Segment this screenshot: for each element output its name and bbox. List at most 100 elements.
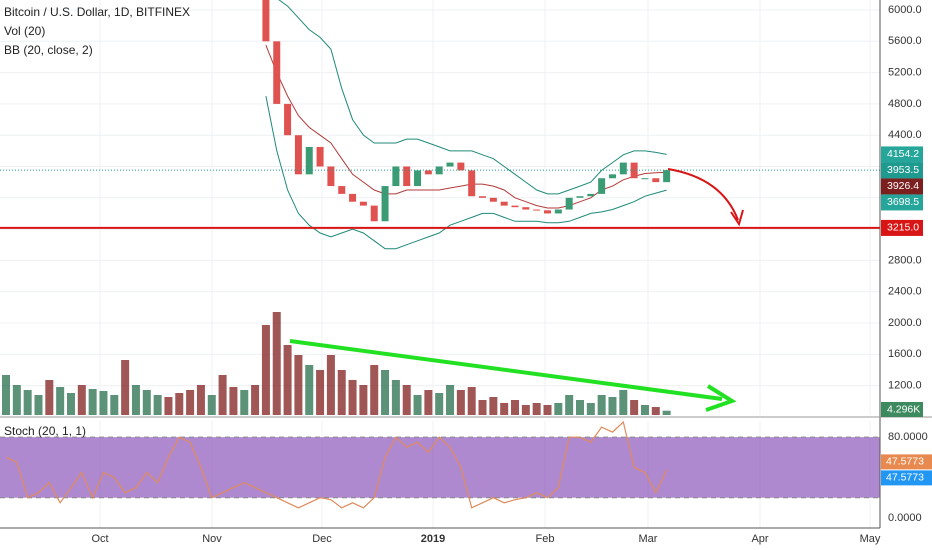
price-tag (881, 219, 923, 236)
volume-bar (12, 385, 21, 415)
volume-bar (489, 397, 498, 415)
candle (414, 170, 422, 187)
volume-bar (196, 385, 205, 415)
stoch-tag (881, 470, 932, 486)
candle (468, 170, 476, 197)
volume-bar (34, 395, 43, 415)
volume-bar (229, 387, 238, 415)
stoch-legend: Stoch (20, 1, 1) (4, 424, 86, 438)
candle (641, 178, 649, 180)
volume-bar (435, 393, 444, 415)
candle (544, 210, 551, 214)
volume-bar (511, 400, 520, 415)
candle (424, 170, 432, 175)
volume-bar (521, 405, 530, 415)
volume-bar (662, 410, 671, 415)
price-tag (881, 162, 923, 179)
x-tick-label: Feb (536, 533, 555, 545)
axes: 1200.01600.02000.02400.02800.03200.03600… (91, 4, 932, 545)
price-tag-label: 4154.2 (887, 148, 919, 160)
volume-bar (305, 365, 314, 415)
candle (663, 170, 671, 183)
volume-bar (77, 385, 86, 415)
candle (554, 209, 562, 214)
volume-bar (2, 375, 10, 415)
y-tick-label: 5200.0 (888, 67, 922, 79)
volume-bar (640, 405, 649, 415)
candle (479, 196, 487, 198)
candle (457, 162, 465, 171)
volume-bar (121, 360, 130, 415)
candle (262, 0, 270, 42)
volume-bar (597, 395, 606, 415)
volume-bar (359, 385, 368, 415)
volume-bar (316, 370, 325, 415)
volume-bar (88, 389, 97, 415)
volume-bar (565, 395, 574, 415)
candle (284, 103, 292, 136)
price-tag-label: 3926.4 (887, 180, 919, 192)
volume-bar (575, 400, 584, 415)
candle (435, 166, 443, 175)
volume-bar (218, 375, 227, 415)
y-tick-label: 4400.0 (888, 129, 922, 141)
volume-bar (586, 403, 595, 415)
candle (370, 205, 378, 222)
down-arrow-head (730, 209, 744, 227)
candle (273, 41, 281, 104)
candle (565, 197, 573, 210)
stoch-tick-label: 80.0000 (888, 431, 928, 443)
candle (652, 178, 660, 183)
volume-bar (554, 403, 563, 415)
candle (587, 193, 595, 197)
trend-line (289, 339, 723, 401)
candle (403, 166, 411, 187)
volume-bar (110, 395, 119, 415)
candle (381, 186, 389, 222)
volume-bar (283, 345, 292, 415)
volume-bar (456, 390, 465, 415)
volume-bar (391, 380, 400, 415)
candle (338, 186, 346, 194)
price-tag-label: 3698.5 (887, 196, 919, 208)
candle (533, 209, 541, 211)
volume-bar (272, 312, 281, 415)
candle (294, 135, 302, 175)
volume-bar (381, 370, 390, 415)
candle (598, 178, 606, 194)
candle (576, 196, 584, 198)
volume-bar (413, 395, 422, 415)
volume-bar (240, 390, 249, 415)
stoch-tick-label: 0.0000 (888, 512, 922, 524)
bb-basis (265, 45, 667, 209)
volume-legend: Vol (20) (4, 24, 45, 38)
candle (446, 162, 454, 167)
x-tick-label: 2019 (421, 533, 445, 545)
volume-bar (56, 387, 65, 415)
annotations (289, 168, 744, 412)
volume-bar (23, 390, 32, 415)
volume-bar (45, 380, 54, 415)
trend-arrow (705, 384, 737, 412)
x-tick-label: Oct (91, 533, 108, 545)
candle (316, 146, 324, 167)
volume-bar (207, 395, 216, 415)
volume-bar (66, 393, 75, 415)
volume-bar (370, 365, 379, 415)
candle (500, 201, 508, 206)
y-tick-label: 1600.0 (888, 348, 922, 360)
volume-bar (478, 400, 487, 415)
y-tick-label: 6000.0 (888, 4, 922, 16)
grid (0, 0, 880, 528)
stoch-band (0, 437, 880, 498)
bb-legend: BB (20, close, 2) (4, 43, 93, 57)
volume-bar (131, 385, 140, 415)
down-arrow (667, 168, 739, 221)
volume-bar (326, 355, 335, 415)
volume-bar (153, 395, 162, 415)
x-tick-label: Dec (312, 533, 332, 545)
x-tick-label: Apr (751, 533, 768, 545)
y-tick-label: 2800.0 (888, 254, 922, 266)
volume-bar (337, 370, 346, 415)
volume-bar (630, 400, 639, 415)
